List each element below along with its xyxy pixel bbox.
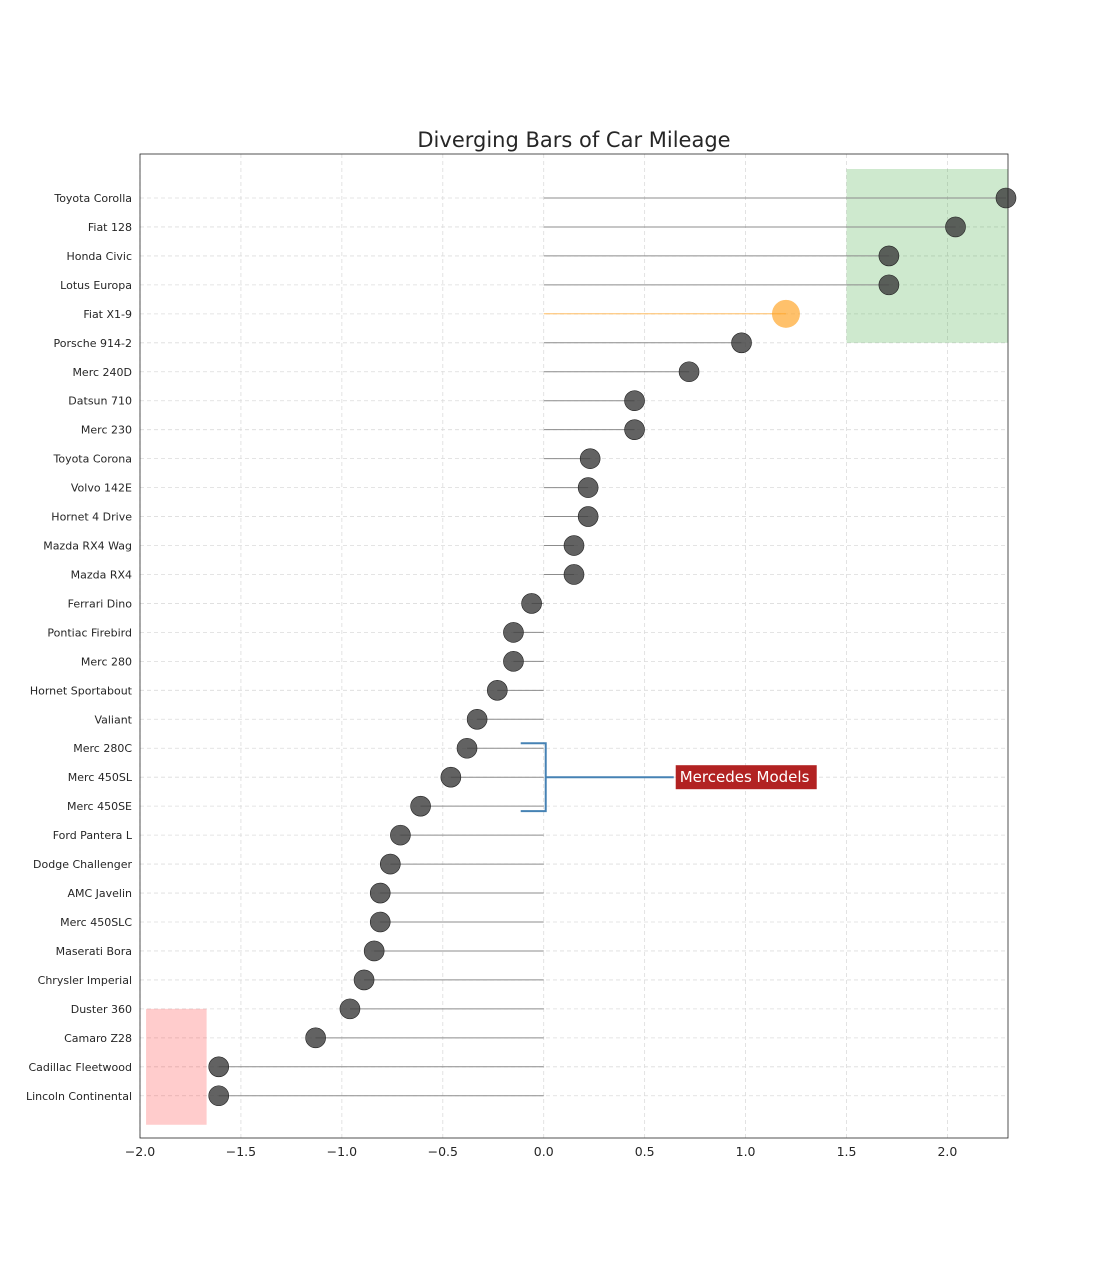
annotation-label: Mercedes Models [680, 768, 810, 786]
data-point [440, 766, 462, 788]
highlight-region [146, 1008, 207, 1125]
y-tick-label: Datsun 710 [68, 395, 132, 408]
data-point [208, 1056, 230, 1078]
y-tick-label: Merc 280C [73, 742, 132, 755]
y-tick-label: Duster 360 [71, 1003, 132, 1016]
data-point [577, 506, 599, 527]
y-tick-label: Merc 230 [81, 424, 132, 437]
data-point [363, 940, 385, 962]
y-tick-label: Ford Pantera L [53, 829, 133, 842]
data-point [878, 245, 900, 267]
y-tick-label: Cadillac Fleetwood [28, 1061, 132, 1074]
y-tick-label: Volvo 142E [71, 482, 132, 495]
y-tick-label: Mazda RX4 [71, 568, 132, 581]
x-tick-label: 0.0 [534, 1144, 554, 1159]
y-tick-label: Mazda RX4 Wag [43, 540, 132, 553]
y-tick-label: Lincoln Continental [26, 1090, 132, 1103]
data-point [466, 708, 488, 730]
data-point [731, 332, 752, 354]
data-point [624, 419, 645, 440]
y-tick-labels: Toyota Corolla Fiat 128 Honda Civic Lotus E… [26, 192, 133, 1103]
x-tick-label: −1.0 [327, 1144, 357, 1159]
data-point [353, 969, 375, 991]
x-tick-label: 2.0 [937, 1144, 957, 1159]
plot-frame [139, 153, 1009, 1139]
chart-title: Diverging Bars of Car Mileage [417, 128, 730, 152]
data-point [563, 564, 585, 585]
x-tick-label: −0.5 [428, 1144, 458, 1159]
y-tick-label: Merc 450SL [68, 771, 133, 784]
y-tick-label: Toyota Corona [52, 453, 132, 466]
data-point [486, 680, 508, 701]
x-tick-label: 0.5 [635, 1144, 655, 1159]
x-tick-label: −2.0 [125, 1144, 155, 1159]
data-point [503, 651, 524, 672]
data-point [945, 216, 966, 238]
data-point [521, 593, 542, 614]
y-tick-label: Merc 450SLC [60, 916, 132, 929]
annotation-bracket [520, 742, 674, 813]
y-tick-label: Merc 450SE [67, 800, 132, 813]
y-tick-label: Merc 280 [81, 655, 132, 668]
data-point [878, 274, 900, 296]
x-tick-label: 1.0 [736, 1144, 756, 1159]
data-point [369, 911, 391, 933]
y-tick-label: Hornet Sportabout [30, 684, 133, 697]
data-point [339, 998, 361, 1020]
y-tick-label: Pontiac Firebird [47, 626, 132, 639]
data-point [456, 737, 478, 759]
y-tick-label: Honda Civic [66, 250, 132, 263]
y-tick-label: Porsche 914-2 [54, 337, 132, 350]
y-tick-label: Fiat 128 [88, 221, 132, 234]
stems [218, 197, 1006, 1097]
data-point [390, 824, 411, 846]
y-tick-label: Camaro Z28 [64, 1032, 132, 1045]
y-tick-label: Maserati Bora [56, 945, 132, 958]
y-tick-label: Dodge Challenger [33, 858, 132, 871]
data-point [995, 187, 1017, 209]
data-point [369, 882, 391, 904]
data-point [577, 477, 599, 498]
x-tick-label: −1.5 [226, 1144, 256, 1159]
y-tick-label: Toyota Corolla [53, 192, 132, 205]
x-tick-label: 1.5 [837, 1144, 857, 1159]
data-point [563, 535, 585, 556]
y-tick-label: Fiat X1-9 [83, 308, 132, 321]
data-point [678, 361, 700, 383]
points [208, 187, 1017, 1107]
highlight-point [771, 299, 800, 328]
y-tick-label: Ferrari Dino [68, 597, 133, 610]
data-point [208, 1085, 230, 1107]
y-tick-label: AMC Javelin [67, 887, 132, 900]
y-tick-label: Lotus Europa [60, 279, 132, 292]
data-point [503, 622, 524, 643]
x-tick-labels: −2.0 −1.5 −1.0 −0.5 0.0 0.5 1.0 1.5 2.0 [125, 1144, 958, 1159]
y-tick-label: Valiant [94, 713, 132, 726]
data-point [305, 1027, 326, 1049]
data-point [579, 448, 601, 469]
data-point [624, 390, 645, 412]
data-point [380, 853, 401, 875]
annotation-box [675, 765, 817, 790]
y-tick-label: Hornet 4 Drive [51, 511, 132, 524]
data-point [410, 795, 431, 817]
annotation: Mercedes Models [520, 742, 817, 813]
y-tick-label: Merc 240D [72, 366, 132, 379]
y-tick-label: Chrysler Imperial [38, 974, 132, 987]
